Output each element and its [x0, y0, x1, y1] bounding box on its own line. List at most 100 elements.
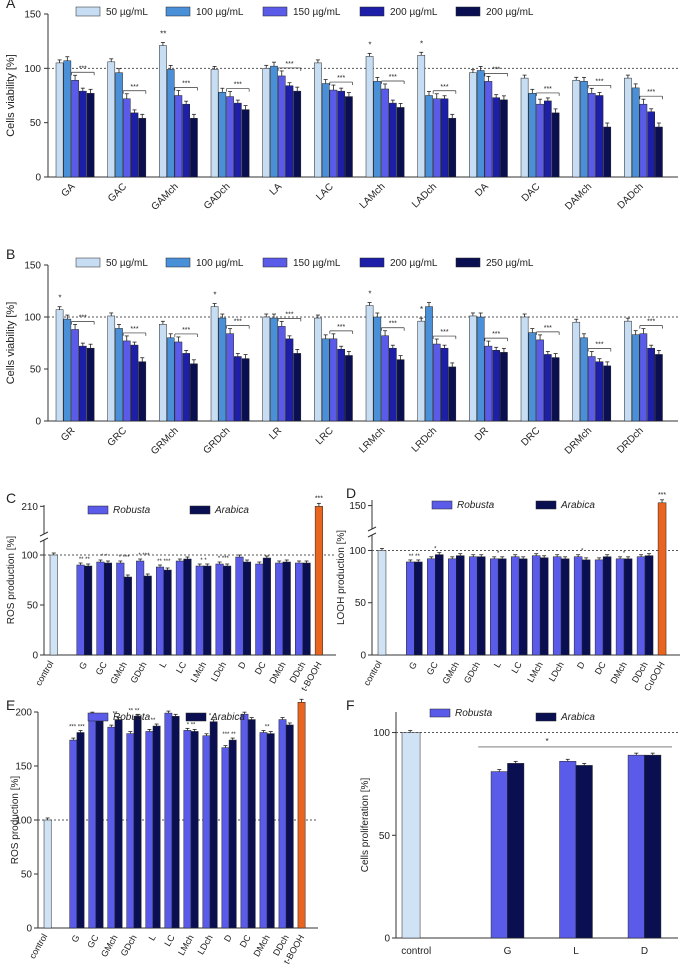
bar-D-LMch-robusta [531, 555, 541, 656]
bar-B-GRDch-4 [241, 358, 250, 422]
bar-E-DDch-robusta [278, 719, 287, 929]
axis-break-mark [39, 537, 49, 543]
bar-E-G-robusta [69, 739, 78, 929]
bracket-mark: *** [285, 61, 293, 68]
legend-swatch-0 [75, 6, 101, 17]
bar-A-LAMch-1 [373, 81, 382, 178]
x-tick-label: LRDch [410, 425, 439, 454]
bracket-mark: *** [182, 327, 190, 334]
bar-B-GRC-4 [138, 361, 147, 422]
bar-B-DR-2 [484, 345, 493, 422]
bar-A-LAC-1 [321, 83, 330, 178]
x-tick-label: DMch [267, 660, 287, 685]
x-tick-label-control: control [401, 946, 431, 957]
bar-B-GR-0 [55, 309, 64, 422]
significance-mark: ** *** [157, 559, 171, 565]
bar-control [49, 554, 58, 656]
bar-B-DRDch-2 [639, 333, 648, 422]
bar-B-LRC-0 [314, 317, 322, 422]
x-tick-label: GDch [129, 660, 149, 685]
bracket-mark: *** [337, 75, 345, 82]
x-tick-label: D [222, 933, 234, 944]
legend-swatch-1 [165, 257, 191, 268]
x-tick-label: DAMch [563, 181, 594, 212]
bar-A-DADch-1 [631, 87, 640, 178]
bar-A-LAC-2 [329, 89, 338, 178]
bar-E-LDch-robusta [202, 735, 211, 929]
x-tick-label: LDch [196, 933, 215, 956]
x-tick-label: LAC [314, 181, 336, 203]
y-tick-label: 100 [373, 728, 390, 739]
bar-D-L-arabica [497, 558, 507, 656]
bar-C-LMch-arabica [203, 565, 212, 656]
legend: Robusta Arabica [429, 708, 595, 723]
legend-swatch-robusta [87, 712, 109, 722]
bar-C-GMch-arabica [123, 576, 132, 656]
bar-A-LAMch-3 [389, 102, 397, 178]
x-tick-label: G [407, 660, 419, 671]
significance-mark: * * [101, 554, 108, 560]
y-axis-label: LOOH production [%] [336, 530, 347, 625]
significance-mark: * [420, 305, 423, 314]
legend-label-robusta: Robusta [457, 500, 495, 511]
x-tick-label: DC [253, 660, 268, 677]
bar-D-DC-arabica [602, 556, 612, 656]
bar-E-LC-arabica [171, 716, 180, 929]
y-tick-label: 50 [379, 831, 391, 842]
x-tick-label: DC [238, 933, 253, 950]
bar-E-GDch-arabica [133, 716, 142, 929]
bar-A-LADch-1 [425, 95, 433, 178]
x-tick-label: LC [174, 660, 189, 675]
bar-B-DR-1 [476, 316, 485, 422]
legend-swatch-arabica [535, 500, 557, 510]
x-tick-label: LR [267, 425, 284, 442]
legend-label: 200 µg/mL [390, 258, 438, 269]
bracket-mark: *** [544, 86, 552, 93]
bar-B-GRC-3 [130, 344, 139, 422]
significance-mark: ** [113, 712, 118, 718]
bar-A-GA-4 [86, 93, 95, 178]
bar-C-LC-arabica [183, 558, 192, 656]
x-tick-label: G [504, 946, 512, 957]
significance-mark: *** ** [222, 732, 236, 738]
bar-A-GAMch-0 [159, 45, 167, 178]
bracket-mark: *** [647, 319, 655, 326]
bar-D-GC-arabica [435, 554, 444, 656]
bar-A-DAC-3 [544, 100, 552, 178]
bar-B-GRMch-0 [159, 324, 167, 422]
x-tick-label: LC [162, 933, 177, 948]
bar-B-GRDch-2 [226, 333, 234, 422]
y-tick-label: 150 [349, 501, 366, 512]
x-tick-label: LMch [525, 660, 545, 684]
significance-mark: * *** [119, 555, 131, 561]
legend-swatch-3 [359, 257, 385, 268]
legend-label-robusta: Robusta [113, 505, 151, 516]
x-tick-label: LAMch [358, 181, 388, 211]
x-tick-label: DRMch [563, 425, 594, 456]
bar-B-LRDch-4 [448, 366, 457, 422]
bar-E-L-robusta [145, 731, 154, 929]
significance-mark: * [623, 551, 626, 557]
bar-oxidant [314, 506, 323, 656]
panel-letter: D [346, 485, 356, 501]
bar-A-LAMch-0 [365, 56, 374, 178]
y-axis-label: Cells proliferation [%] [360, 778, 371, 873]
bar-A-GADch-3 [234, 102, 242, 178]
bar-B-DRMch-0 [572, 321, 581, 422]
x-tick-label: DMch [251, 933, 271, 958]
bar-B-DRC-1 [528, 332, 537, 422]
bar-A-LADch-2 [432, 98, 441, 178]
significance-mark: * [209, 714, 212, 720]
y-tick-label: 0 [26, 924, 32, 935]
x-tick-label-control: control [27, 932, 49, 960]
bar-D-GC-robusta [427, 558, 436, 656]
significance-mark: *** [315, 495, 323, 502]
legend-swatch-robusta [429, 708, 451, 718]
y-tick-label: 50 [30, 365, 42, 376]
bracket-mark: *** [440, 84, 448, 91]
bar-A-GAMch-3 [182, 103, 190, 178]
x-tick-label: LMch [189, 660, 209, 684]
y-tick-label: 150 [15, 762, 32, 773]
significance-mark: *** *** [69, 725, 85, 731]
bar-B-LRDch-0 [417, 320, 426, 422]
